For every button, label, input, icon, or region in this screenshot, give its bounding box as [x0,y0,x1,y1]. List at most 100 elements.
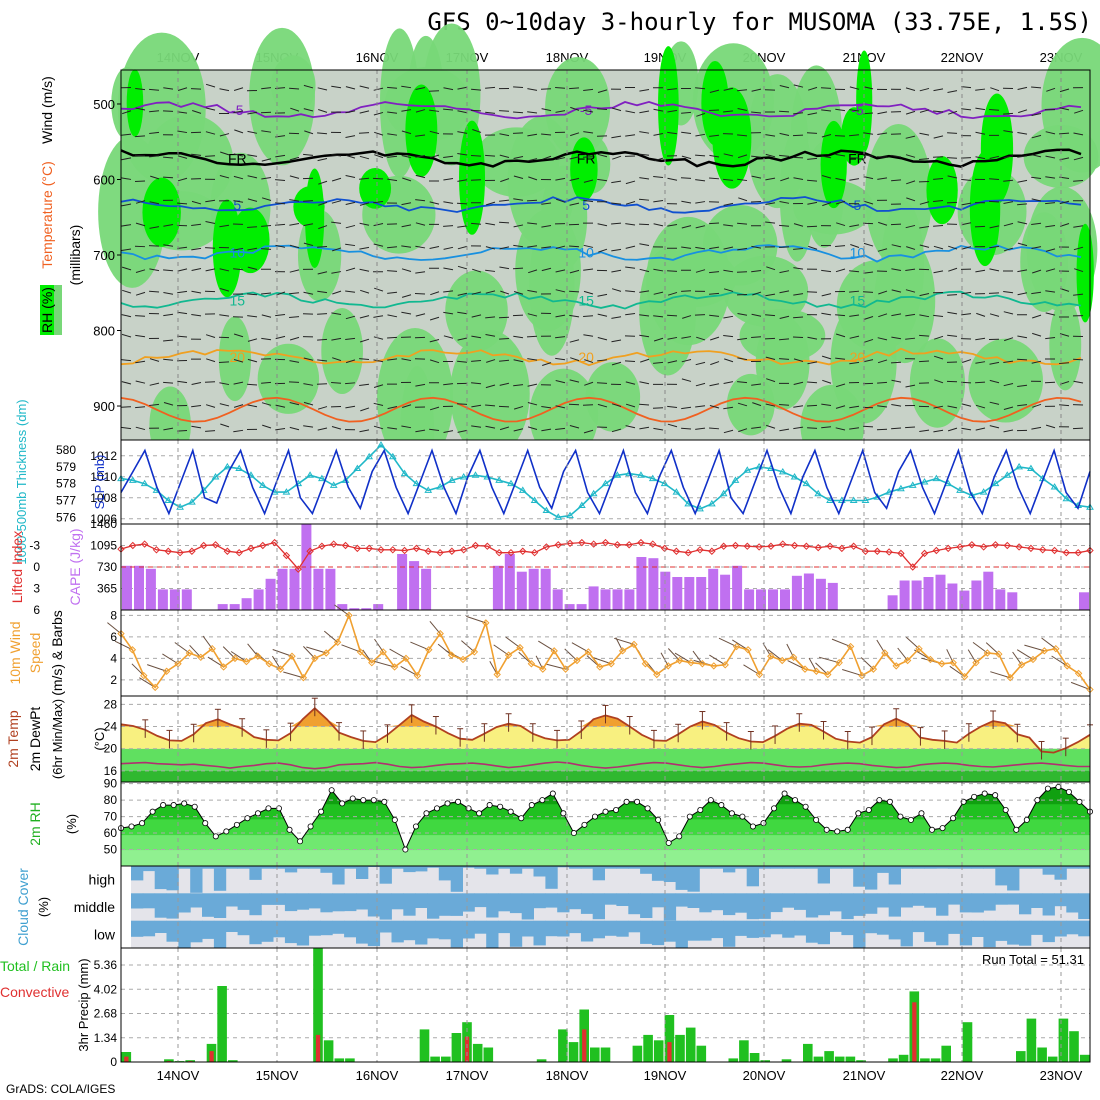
wind-barb [121,333,132,338]
wind-barb [737,402,748,407]
wind-barb [737,357,748,361]
wind10-line-point [744,646,752,654]
thickness-line-point [258,481,267,488]
wind-barb [526,335,538,338]
cloud-cell [142,893,156,909]
precip-total-bar [653,1040,664,1062]
y-tick-label-left: 0 [33,560,40,574]
cloud-cell [545,920,558,937]
wind-barb [163,176,174,179]
wind-barb [541,108,552,112]
lifted-index-point [589,540,598,548]
isotherm-line [120,244,1082,263]
wind-barb [681,246,692,249]
wind-barb [457,360,468,363]
wind-barb [947,405,958,409]
wind-barb [443,246,454,250]
wind-barb [1045,312,1056,316]
cloud-cell [545,866,558,889]
wind-barb [513,198,524,201]
cloud-cell [817,866,830,884]
wind-barb [261,402,272,406]
wind-barb [639,268,650,273]
cloud-cell [344,920,357,938]
wind-barb [821,355,832,360]
lifted-index-point [211,541,220,549]
cloud-cell [356,920,369,944]
wind-barb [1045,248,1056,252]
wind-barb [1059,107,1070,111]
wind-barb [989,361,1000,365]
thickness-line-point [329,481,338,488]
rh-point [686,813,693,820]
cloud-cell [1078,920,1091,937]
wind-barb-10m [306,646,327,654]
wind-barb-10m [272,649,293,657]
wind-barb [934,379,944,384]
lifted-index-point [519,547,527,555]
wind-barb [723,153,734,157]
wind-barb [891,313,902,317]
wind-barb-10m [410,641,429,651]
wind10-line-point [812,667,821,675]
wind-barb [611,316,622,319]
cloud-cell [1042,866,1055,875]
lifted-index-point [649,540,657,548]
wind-barb [135,406,146,409]
y-tick-label: 8 [110,608,117,622]
wind-barb [807,201,818,205]
cloud-cell [225,893,238,907]
wind-barb-10m [493,644,509,656]
wind-barb [443,108,454,111]
wind-barb [261,87,272,90]
cloud-cell [723,866,736,873]
wind-barb [779,290,790,294]
wind-barb [512,267,524,270]
precip-total-bar [803,1043,813,1062]
cloud-cell [474,866,487,869]
y-tick-label: 1460 [90,517,117,531]
wind-barb [933,135,944,139]
wind-barb [1073,293,1084,296]
thickness-line-point [1015,462,1023,470]
wind-barb [1045,176,1056,179]
rh-point [286,826,293,833]
cloud-cell [770,893,783,913]
wind-barb [961,202,972,206]
thickness-line-point [589,489,598,497]
wind-barb [709,427,720,430]
wind-barb [612,155,622,160]
lifted-index-point [542,543,551,551]
wind-barb [583,199,594,203]
thickness-line-point [424,486,433,493]
cloud-cell [427,866,440,868]
wind-barb [513,291,524,295]
wind-barb [177,430,188,432]
wind-barb [191,404,202,408]
wind-barb [611,135,622,139]
wind-barb [849,290,860,293]
cloud-cell [237,893,250,910]
wind-barb [681,225,692,229]
y-tick-label: 700 [93,248,115,263]
cape-bar [983,571,994,610]
isotherm-label: FR [228,150,247,166]
cloud-cell [1030,893,1044,908]
lifted-index-point [400,546,409,555]
y-tick-label-left: 578 [56,477,76,491]
wind-barb [415,313,426,317]
thickness-line-point [542,506,551,514]
wind-barb [401,294,412,298]
cloud-cell [154,893,167,918]
wind-barb [457,110,468,114]
rh-high-fill [405,84,438,177]
wind-barb [1045,225,1056,228]
rh-point [855,810,862,817]
thickness-axis-label: 1000-500mb Thickness (dm) [14,399,29,564]
cloud-cell [521,920,534,937]
wind-barb [807,361,818,365]
wind-barb [513,155,524,159]
